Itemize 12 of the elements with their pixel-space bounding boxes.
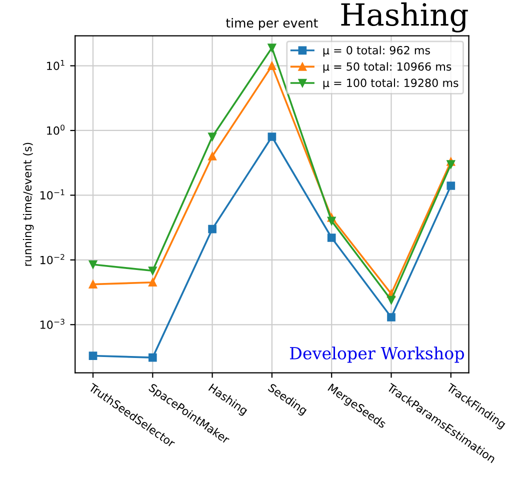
legend-label: μ = 50 total: 10966 ms [323,62,452,73]
y-tick-label: 10$^{1}$ [47,60,64,70]
y-tick-label: 10$^{−3}$ [40,318,64,329]
legend-label: μ = 100 total: 19280 ms [323,78,458,90]
annotation: Developer Workshop [290,346,464,363]
y-tick-label: 10$^{0}$ [47,124,65,135]
y-tick-label: 10$^{−2}$ [40,254,64,264]
text: Hashing [341,2,468,32]
y-axis-title: running time/event (s) [22,142,34,266]
chart-title: time per event [226,18,318,30]
legend-label: μ = 0 total: 962 ms [323,46,430,57]
y-tick-label: 10$^{−1}$ [40,189,64,200]
